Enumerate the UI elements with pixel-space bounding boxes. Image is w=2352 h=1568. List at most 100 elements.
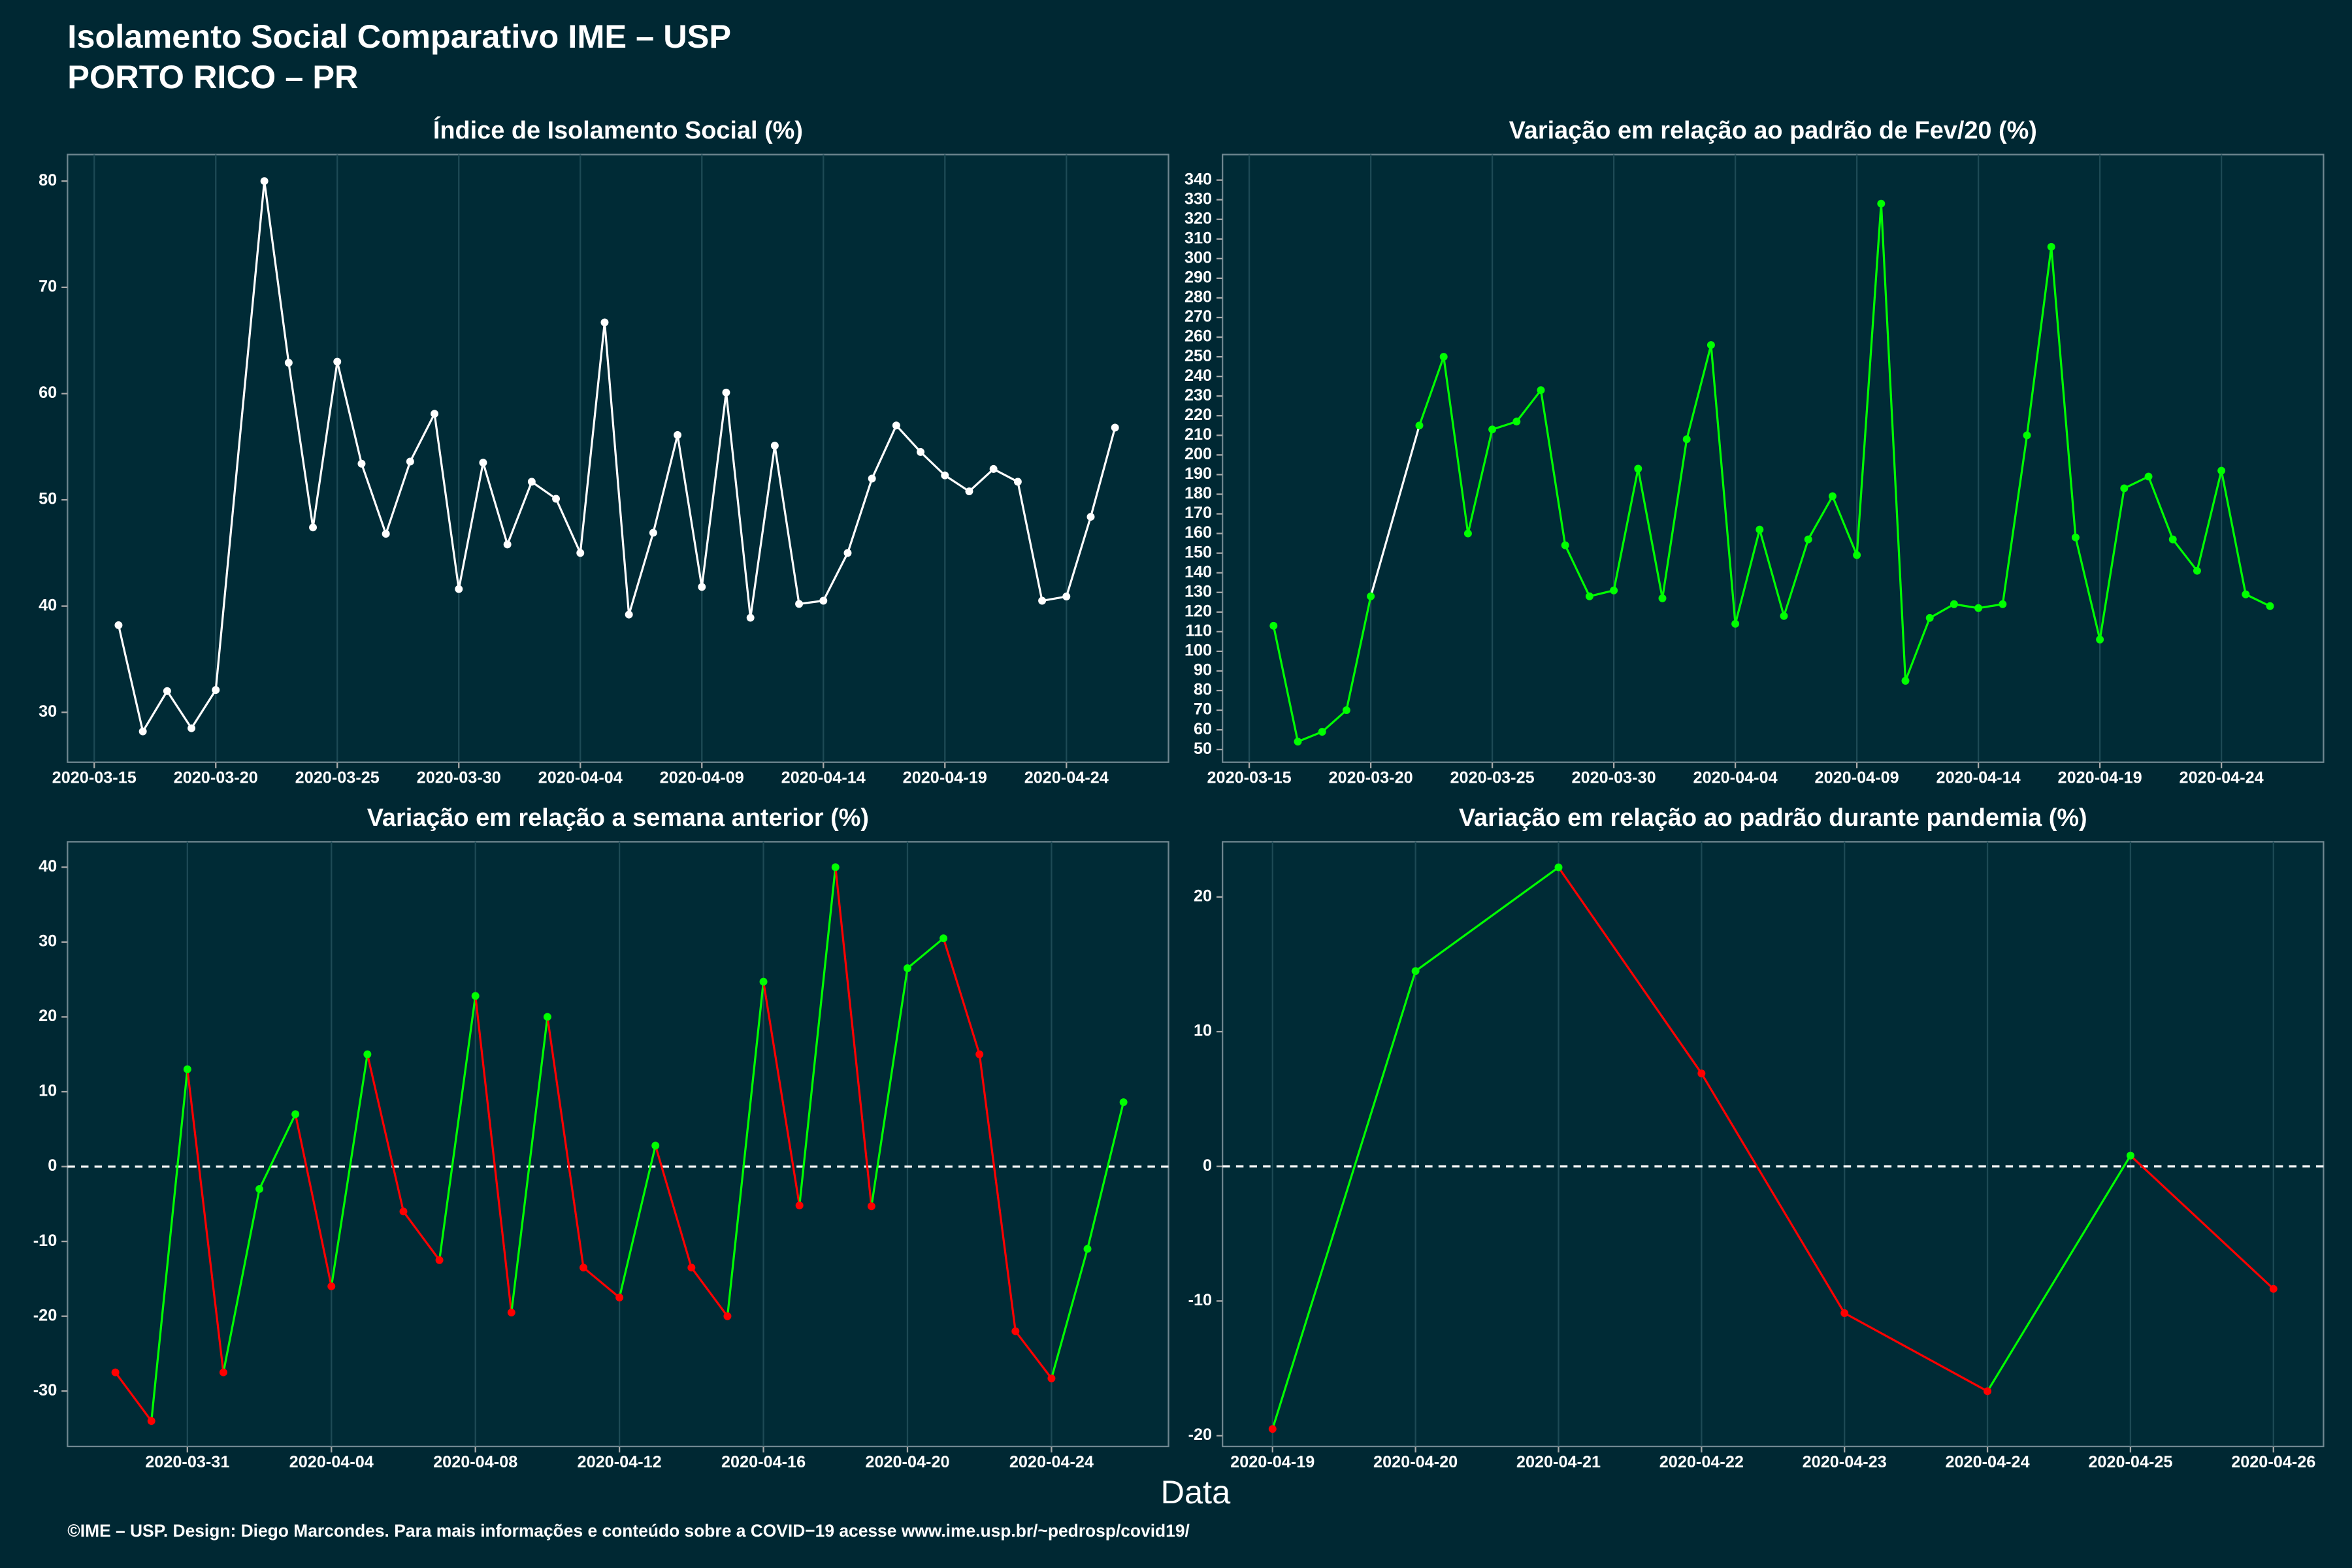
line-segment bbox=[336, 361, 363, 465]
line-segment bbox=[482, 462, 509, 545]
y-tick-label: 50 bbox=[39, 490, 57, 508]
point bbox=[1610, 586, 1618, 595]
line-segment bbox=[222, 1188, 261, 1373]
y-tick-label: 70 bbox=[1194, 700, 1212, 719]
point bbox=[431, 410, 439, 418]
point bbox=[503, 540, 512, 549]
x-tick-label: 2020-04-09 bbox=[1815, 769, 1899, 787]
line-segment bbox=[2148, 476, 2174, 540]
line-segment bbox=[1831, 495, 1858, 556]
y-tick-label: 300 bbox=[1184, 249, 1212, 267]
line-segment bbox=[1782, 539, 1810, 617]
point bbox=[1828, 492, 1837, 500]
line-segment bbox=[895, 425, 922, 453]
point bbox=[507, 1308, 515, 1316]
line-segment bbox=[834, 867, 873, 1207]
x-tick-label: 2020-03-25 bbox=[1450, 769, 1535, 787]
line-segment bbox=[186, 1069, 225, 1373]
line-segment bbox=[1612, 468, 1639, 591]
point bbox=[1537, 386, 1545, 395]
y-tick-label: 30 bbox=[39, 932, 57, 951]
point bbox=[2120, 484, 2129, 493]
y-tick-label: 150 bbox=[1184, 543, 1212, 561]
plot-area bbox=[67, 154, 1169, 763]
point bbox=[989, 465, 998, 473]
panel-title: Variação em relação ao padrão durante pa… bbox=[1459, 804, 2087, 832]
plot-area bbox=[1222, 154, 2325, 763]
y-tick-label: 0 bbox=[48, 1156, 57, 1175]
line-segment bbox=[2245, 593, 2271, 608]
line-segment bbox=[1589, 589, 1614, 598]
point bbox=[1111, 423, 1119, 432]
x-tick-label: 2020-03-31 bbox=[145, 1453, 229, 1471]
line-segment bbox=[531, 481, 557, 500]
point bbox=[471, 992, 480, 1000]
point bbox=[399, 1207, 408, 1216]
line-segment bbox=[474, 996, 513, 1313]
y-tick-label: 330 bbox=[1184, 189, 1212, 208]
line-segment bbox=[409, 413, 436, 463]
point bbox=[1999, 600, 2007, 608]
y-tick-label: 30 bbox=[39, 702, 57, 721]
line-segment bbox=[555, 498, 581, 554]
panel-title: Índice de Isolamento Social (%) bbox=[433, 116, 803, 144]
y-tick-label: 0 bbox=[1203, 1156, 1212, 1175]
point bbox=[363, 1050, 372, 1058]
point bbox=[2096, 635, 2104, 644]
line-segment bbox=[438, 996, 477, 1260]
x-tick-label: 2020-04-20 bbox=[1373, 1453, 1458, 1471]
line-segment bbox=[582, 1266, 621, 1299]
line-segment bbox=[1953, 603, 1979, 610]
y-tick-label: 170 bbox=[1184, 504, 1212, 522]
point bbox=[770, 442, 779, 450]
x-tick-label: 2020-03-20 bbox=[174, 769, 258, 787]
y-tick-label: -10 bbox=[33, 1232, 57, 1250]
y-tick-label: 220 bbox=[1184, 406, 1212, 424]
line-segment bbox=[579, 322, 606, 553]
line-segment bbox=[942, 938, 981, 1055]
line-segment bbox=[1929, 603, 1955, 619]
line-segment bbox=[992, 468, 1019, 483]
line-segment bbox=[2025, 246, 2053, 436]
line-segment bbox=[1443, 356, 1469, 534]
line-segment bbox=[1418, 356, 1445, 426]
line-segment bbox=[1369, 425, 1421, 597]
x-tick-label: 2020-04-23 bbox=[1803, 1453, 1887, 1471]
line-segment bbox=[1661, 439, 1688, 598]
y-tick-label: 270 bbox=[1184, 308, 1212, 326]
point bbox=[892, 421, 900, 430]
line-segment bbox=[1414, 866, 1560, 972]
line-segment bbox=[822, 552, 849, 602]
point bbox=[1083, 1245, 1092, 1253]
y-tick-label: 340 bbox=[1184, 170, 1212, 188]
y-tick-label: -20 bbox=[33, 1306, 57, 1324]
line-segment bbox=[1807, 495, 1834, 540]
line-segment bbox=[691, 1267, 728, 1317]
line-segment bbox=[1700, 1073, 1846, 1314]
point bbox=[1682, 435, 1691, 444]
line-segment bbox=[1564, 544, 1591, 597]
y-tick-label: 20 bbox=[39, 1007, 57, 1025]
panel-title: Variação em relação a semana anterior (%… bbox=[367, 804, 869, 832]
line-segment bbox=[294, 1114, 333, 1287]
point bbox=[2168, 535, 2177, 544]
point bbox=[1268, 1425, 1277, 1433]
point bbox=[2269, 1284, 2278, 1293]
point bbox=[904, 964, 911, 972]
point bbox=[843, 549, 852, 557]
point bbox=[1488, 425, 1497, 434]
line-segment bbox=[919, 451, 946, 476]
point bbox=[698, 583, 706, 591]
point bbox=[795, 600, 804, 608]
line-segment bbox=[287, 363, 314, 528]
line-segment bbox=[725, 392, 752, 618]
y-tick-label: 250 bbox=[1184, 347, 1212, 365]
line-segment bbox=[944, 474, 970, 493]
line-segment bbox=[1686, 344, 1712, 440]
point bbox=[1269, 621, 1278, 630]
point bbox=[1367, 592, 1375, 600]
point bbox=[1585, 592, 1593, 600]
line-segment bbox=[1467, 429, 1494, 534]
